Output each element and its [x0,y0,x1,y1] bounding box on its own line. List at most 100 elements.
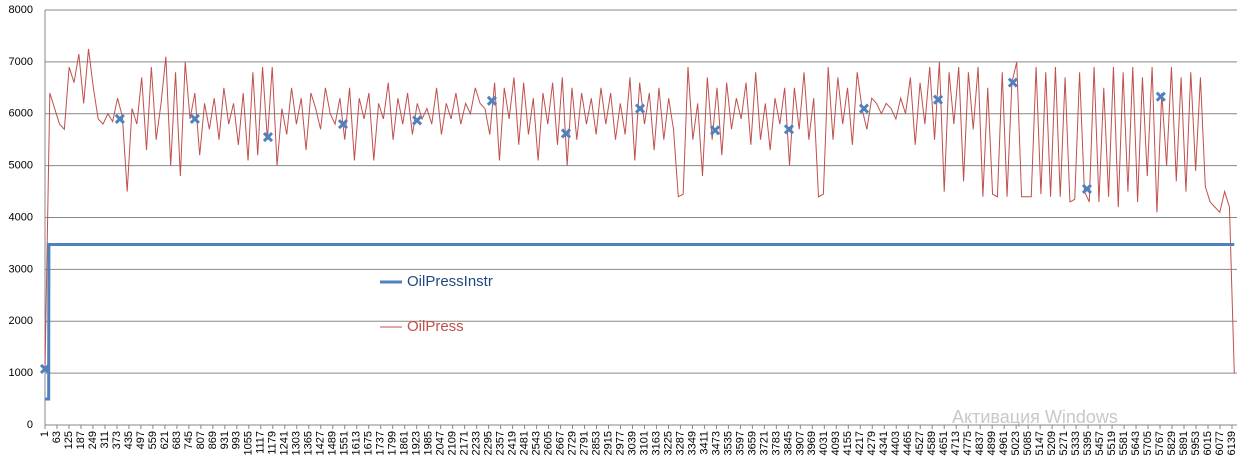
series-line [44,48,1235,374]
x-tick-label: 3659 [746,431,758,455]
x-tick-label: 683 [171,431,183,449]
x-tick-label: 3101 [638,431,650,455]
x-tick-label: 4217 [854,431,866,455]
x-tick-label: 4651 [938,431,950,455]
marker [189,113,200,124]
x-tick-label: 2233 [471,431,483,455]
marker [114,113,125,124]
marker [1155,91,1166,102]
marker [710,125,721,136]
y-tick-label: 6000 [9,108,33,120]
x-tick-label: 2543 [530,431,542,455]
x-tick-label: 1799 [387,431,399,455]
x-tick-label: 5085 [1022,431,1034,455]
x-tick-label: 3783 [770,431,782,455]
x-tick-label: 4713 [950,431,962,455]
x-tick-label: 993 [231,431,243,449]
y-tick-label: 1000 [9,367,33,379]
x-tick-label: 1551 [339,431,351,455]
x-tick-label: 5829 [1166,431,1178,455]
y-tick-label: 8000 [9,4,33,16]
x-tick-label: 2791 [578,431,590,455]
x-tick-label: 3163 [650,431,662,455]
x-tick-label: 497 [135,431,147,449]
x-tick-label: 5395 [1082,431,1094,455]
x-tick-label: 3597 [734,431,746,455]
x-tick-label: 373 [111,431,123,449]
x-tick-label: 125 [63,431,75,449]
marker-stroke [114,113,125,124]
x-tick-label: 621 [159,431,171,449]
x-tick-label: 559 [147,431,159,449]
x-tick-label: 931 [219,431,231,449]
x-tick-label: 5891 [1178,431,1190,455]
x-tick-label: 5705 [1142,431,1154,455]
marker-stroke [1081,183,1092,195]
x-tick-label: 3473 [710,431,722,455]
marker [1081,183,1092,195]
x-tick-label: 5209 [1046,431,1058,455]
x-tick-label: 2481 [518,431,530,455]
marker [337,119,349,130]
x-tick-label: 5767 [1154,431,1166,455]
x-tick-label: 1427 [315,431,327,455]
x-tick-label: 4837 [974,431,986,455]
marker-stroke [337,119,349,130]
x-tick-label: 4031 [818,431,830,455]
x-tick-label: 3845 [782,431,794,455]
x-tick-label: 3225 [662,431,674,455]
marker-stroke [1007,77,1018,88]
y-tick-label: 5000 [9,160,33,172]
marker [783,124,794,135]
x-tick-label: 6015 [1202,431,1214,455]
x-tick-label: 4341 [878,431,890,455]
x-tick-label: 869 [207,431,219,449]
x-tick-label: 2357 [495,431,507,455]
x-tick-label: 2605 [542,431,554,455]
x-tick-label: 3535 [722,431,734,455]
x-tick-label: 6077 [1214,431,1226,455]
marker-stroke [486,95,497,106]
x-tick-label: 3039 [626,431,638,455]
x-tick-label: 1179 [267,431,279,455]
x-tick-label: 807 [195,431,207,449]
x-tick-label: 1861 [399,431,411,455]
x-tick-label: 2729 [566,431,578,455]
y-tick-label: 2000 [9,315,33,327]
x-tick-label: 3411 [698,431,710,455]
marker [560,128,572,139]
x-tick-label: 2667 [554,431,566,455]
marker-stroke [262,132,274,143]
x-tick-label: 1241 [279,431,291,455]
x-tick-label: 2047 [435,431,447,455]
x-tick-label: 5147 [1034,431,1046,455]
marker-stroke [932,94,944,105]
x-tick-label: 249 [87,431,99,449]
x-tick-label: 5271 [1058,431,1070,455]
x-tick-label: 4093 [830,431,842,455]
marker [932,94,944,105]
x-tick-label: 3969 [806,431,818,455]
x-tick-label: 1 [39,431,51,437]
y-tick-label: 0 [27,419,33,431]
x-tick-label: 5333 [1070,431,1082,455]
marker-stroke [783,124,794,135]
marker [412,115,423,126]
x-tick-label: 1923 [411,431,423,455]
x-tick-label: 187 [75,431,87,449]
x-tick-label: 5953 [1190,431,1202,455]
x-tick-label: 5457 [1094,431,1106,455]
marker-stroke [710,125,721,136]
marker-stroke [858,103,870,114]
x-tick-label: 4155 [842,431,854,455]
marker [634,103,646,114]
x-tick-label: 4403 [890,431,902,455]
x-tick-label: 5643 [1130,431,1142,455]
x-tick-label: 63 [51,431,63,443]
x-tick-label: 1117 [255,431,267,454]
x-tick-label: 3721 [758,431,770,455]
x-tick-label: 2171 [459,431,471,455]
marker-stroke [560,128,572,139]
